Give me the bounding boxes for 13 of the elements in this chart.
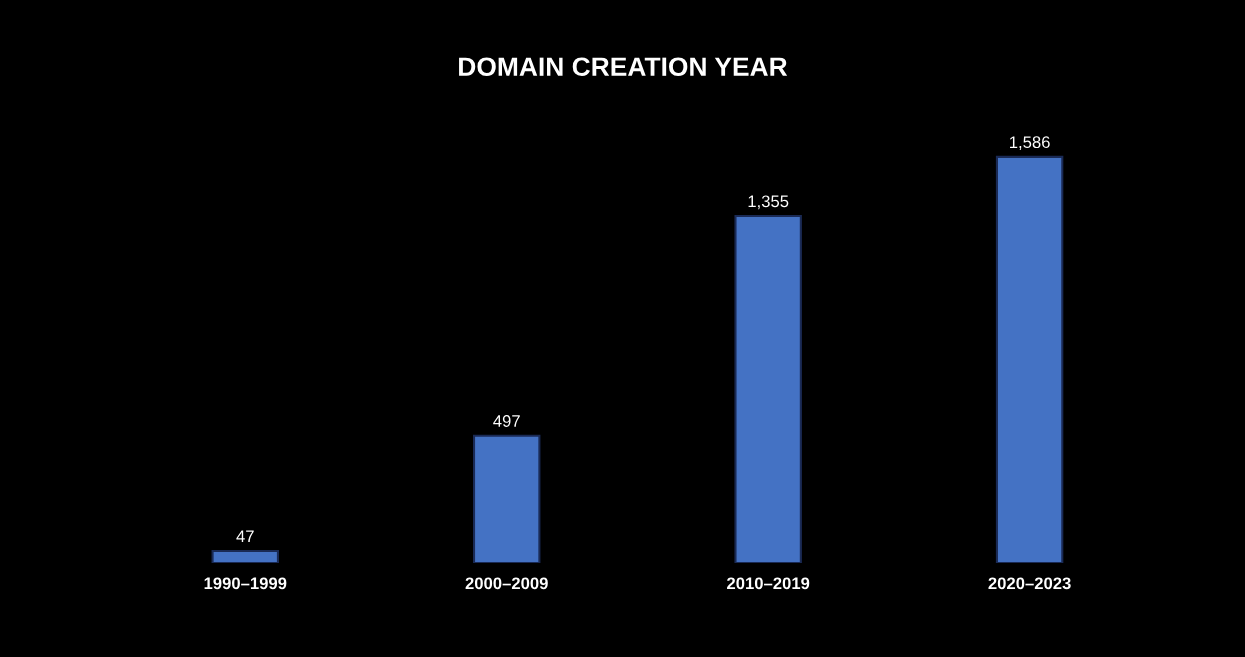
bar [211, 549, 279, 564]
x-tick-label: 1990–1999 [204, 577, 287, 590]
data-label: 47 [236, 530, 254, 542]
x-tick-label: 2000–2009 [465, 577, 548, 590]
chart-title: DOMAIN CREATION YEAR [459, 57, 788, 77]
x-tick-label: 2020–2023 [988, 577, 1071, 590]
data-label: 1,355 [748, 195, 789, 210]
bar [995, 155, 1064, 564]
data-label: 1,586 [1010, 136, 1050, 151]
x-tick-label: 2010–2019 [727, 577, 810, 590]
bar [734, 215, 802, 564]
data-label: 497 [493, 415, 520, 427]
bar [472, 434, 541, 564]
